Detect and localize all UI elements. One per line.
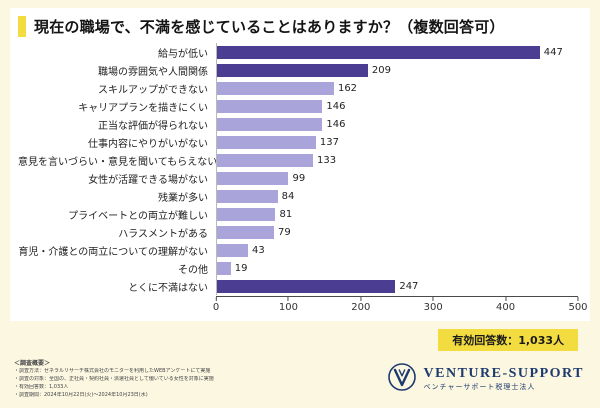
- bar-chart: 給与が低い 447 職場の雰囲気や人間関係 209 スキルアップができない 162 キャリア…: [18, 43, 578, 295]
- bar-value-label: 84: [281, 190, 295, 202]
- title-row: 現在の職場で、不満を感じていることはありますか？（複数回答可）: [18, 16, 578, 37]
- bar-value-label: 447: [543, 46, 563, 58]
- bar-value-label: 247: [399, 280, 419, 292]
- bar-category-label: その他: [178, 264, 208, 276]
- bar-row: その他 19: [18, 259, 578, 277]
- bar-value-label: 19: [234, 262, 248, 274]
- bar-value-label: 209: [371, 64, 391, 76]
- bar: [217, 81, 334, 95]
- bar: [217, 171, 289, 185]
- bar-category-label: スキルアップができない: [98, 84, 208, 96]
- bar-track: 43: [216, 241, 578, 259]
- bar-track: 81: [216, 205, 578, 223]
- bar: [217, 243, 249, 257]
- venture-support-logo-icon: [387, 362, 417, 396]
- bar: [217, 63, 368, 77]
- bar-value-label: 99: [292, 172, 306, 184]
- bar-row: 職場の雰囲気や人間関係 209: [18, 61, 578, 79]
- bar-row: 給与が低い 447: [18, 43, 578, 61]
- bar-value-label: 133: [317, 154, 337, 166]
- bar: [217, 153, 314, 167]
- bar-category-label: キャリアプランを描きにくい: [78, 102, 208, 114]
- survey-overview-line: ・有効回答数：1,033人: [14, 383, 69, 390]
- bar-row: スキルアップができない 162: [18, 79, 578, 97]
- bar-category-label: 残業が多い: [158, 192, 208, 204]
- bar-track: 162: [216, 79, 578, 97]
- bar-track: 137: [216, 133, 578, 151]
- bar-category-label: とくに不満はない: [128, 282, 208, 294]
- x-axis-tick: 0: [213, 297, 219, 313]
- bar-category-label: プライベートとの両立が難しい: [68, 210, 208, 222]
- bar-value-label: 137: [319, 136, 339, 148]
- survey-overview-heading: ＜調査概要＞: [14, 360, 51, 367]
- bar-category-label: 正当な評価が得られない: [98, 120, 208, 132]
- bar-category-label: 育児・介護との両立についての理解がない: [18, 246, 208, 258]
- bar-track: 19: [216, 259, 578, 277]
- bar: [217, 207, 276, 221]
- logo-name: VENTURE-SUPPORT: [423, 366, 584, 382]
- x-axis-tick: 300: [424, 297, 443, 313]
- logo-subtitle: ベンチャーサポート税理士法人: [423, 383, 536, 392]
- bar-track: 84: [216, 187, 578, 205]
- bar-track: 209: [216, 61, 578, 79]
- title-accent-bar: [18, 16, 26, 37]
- bar-value-label: 81: [279, 208, 293, 220]
- bar-track: 146: [216, 115, 578, 133]
- bar-category-label: 職場の雰囲気や人間関係: [98, 66, 208, 78]
- survey-overview-line: ・調査期間：2024年10月22日(火)～2024年10月23日(水): [14, 391, 148, 398]
- bar: [217, 189, 278, 203]
- bar-row: とくに不満はない 247: [18, 277, 578, 295]
- survey-overview-line: ・調査方法：ゼネラルリサーチ株式会社のモニターを利用したWEBアンケートにて実施: [14, 368, 211, 375]
- bar-track: 133: [216, 151, 578, 169]
- bar-category-label: 女性が活躍できる場がない: [88, 174, 208, 186]
- bar-category-label: ハラスメントがある: [118, 228, 208, 240]
- logo-text-block: VENTURE-SUPPORT ベンチャーサポート税理士法人: [424, 366, 584, 392]
- bar-row: 育児・介護との両立についての理解がない 43: [18, 241, 578, 259]
- x-axis-line: 0 100 200 300 400 500: [213, 296, 588, 315]
- x-axis-tick: 200: [351, 297, 370, 313]
- bar-row: 女性が活躍できる場がない 99: [18, 169, 578, 187]
- bar-track: 247: [216, 277, 578, 295]
- x-axis-tick: 500: [568, 297, 588, 313]
- bar-track: 447: [216, 43, 578, 61]
- x-axis: 0 100 200 300 400 500: [18, 296, 588, 315]
- bar: [217, 117, 323, 131]
- bar: [217, 279, 396, 293]
- bar-track: 79: [216, 223, 578, 241]
- x-axis-tick: 400: [496, 297, 515, 313]
- bar-category-label: 意見を言いづらい・意見を聞いてもらえない: [18, 156, 218, 168]
- bar-value-label: 146: [326, 118, 346, 130]
- bar-row: キャリアプランを描きにくい 146: [18, 97, 578, 115]
- footer: ＜調査概要＞ ・調査方法：ゼネラルリサーチ株式会社のモニターを利用したWEBアン…: [14, 359, 584, 399]
- bar: [217, 261, 231, 275]
- survey-overview: ＜調査概要＞ ・調査方法：ゼネラルリサーチ株式会社のモニターを利用したWEBアン…: [14, 359, 214, 399]
- bar-category-label: 給与が低い: [158, 48, 208, 60]
- bar-track: 146: [216, 97, 578, 115]
- bar-value-label: 162: [337, 82, 358, 94]
- bar: [217, 99, 323, 113]
- bar-row: 正当な評価が得られない 146: [18, 115, 578, 133]
- company-logo: VENTURE-SUPPORT ベンチャーサポート税理士法人: [387, 362, 584, 396]
- bar-row: 意見を言いづらい・意見を聞いてもらえない 133: [18, 151, 578, 169]
- x-axis-tick: 100: [279, 297, 298, 313]
- bar-row: 仕事内容にやりがいがない 137: [18, 133, 578, 151]
- bar-value-label: 146: [326, 100, 346, 112]
- chart-panel: 現在の職場で、不満を感じていることはありますか？（複数回答可） 給与が低い 447…: [10, 8, 590, 321]
- bar-category-label: 仕事内容にやりがいがない: [88, 138, 208, 150]
- page: 現在の職場で、不満を感じていることはありますか？（複数回答可） 給与が低い 447…: [0, 8, 600, 408]
- bar-value-label: 43: [252, 244, 265, 256]
- bar-row: 残業が多い 84: [18, 187, 578, 205]
- bar-track: 99: [216, 169, 578, 187]
- badge-row: 有効回答数：1,033人: [0, 329, 578, 351]
- bar: [217, 225, 275, 239]
- bar-row: ハラスメントがある 79: [18, 223, 578, 241]
- bar-value-label: 79: [278, 226, 291, 238]
- bar-row: プライベートとの両立が難しい 81: [18, 205, 578, 223]
- valid-responses-badge: 有効回答数：1,033人: [438, 329, 578, 351]
- bar: [217, 135, 316, 149]
- bar: [217, 45, 540, 59]
- page-title: 現在の職場で、不満を感じていることはありますか？（複数回答可）: [34, 18, 505, 36]
- x-axis-spacer: [18, 296, 216, 315]
- survey-overview-line: ・調査の対象：全国の、正社員・契約社員・派遣社員として働いている女性を対象に実施: [14, 376, 214, 383]
